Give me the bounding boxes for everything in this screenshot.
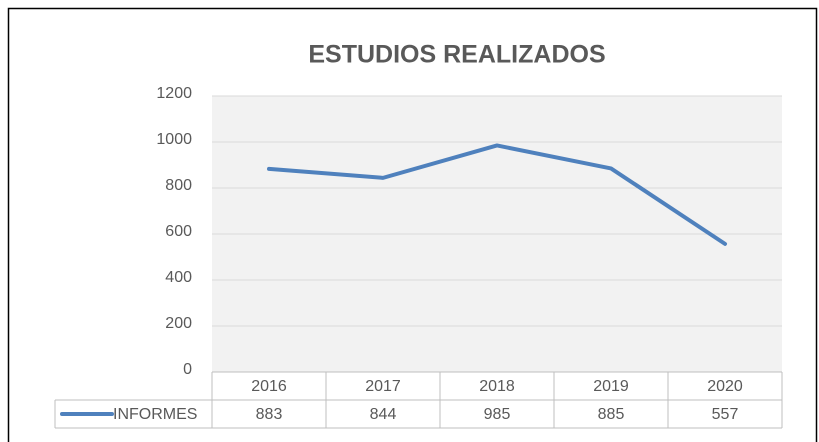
y-tick-label: 0 bbox=[183, 361, 192, 378]
y-tick-label: 200 bbox=[165, 315, 192, 332]
line bbox=[267, 143, 727, 246]
y-tick-label: 800 bbox=[165, 177, 192, 194]
table-value: 557 bbox=[712, 406, 739, 423]
y-tick-label: 1200 bbox=[156, 85, 192, 102]
table-value: 844 bbox=[370, 406, 397, 423]
y-tick-label: 600 bbox=[165, 223, 192, 240]
table-value: 883 bbox=[256, 406, 283, 423]
x-tick-label: 2016 bbox=[251, 378, 287, 395]
x-tick-label: 2019 bbox=[593, 378, 629, 395]
x-tick-label: 2018 bbox=[479, 378, 515, 395]
x-tick-label: 2020 bbox=[707, 378, 743, 395]
x-tick-label: 2017 bbox=[365, 378, 401, 395]
table-value: 985 bbox=[484, 406, 511, 423]
table-value: 885 bbox=[598, 406, 625, 423]
legend-label: INFORMES bbox=[113, 406, 197, 423]
y-tick-label: 1000 bbox=[156, 131, 192, 148]
y-tick-label: 400 bbox=[165, 269, 192, 286]
chart-title: ESTUDIOS REALIZADOS bbox=[308, 41, 605, 69]
